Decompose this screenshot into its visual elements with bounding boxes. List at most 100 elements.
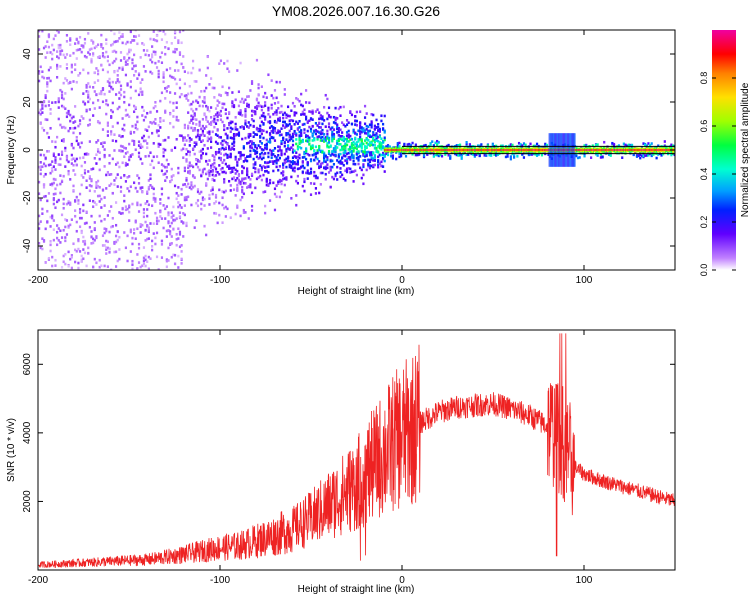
spectrogram-cell [359,135,362,139]
spectrogram-cell [198,168,201,172]
spectrogram-cell [78,48,82,51]
spectrogram-cell [355,152,358,156]
spectrogram-cell [80,50,83,54]
spectrogram-cell [155,216,159,220]
x-tick-label: 0 [399,575,405,586]
spectrogram-cell [278,130,281,133]
spectrogram-cell [534,146,537,149]
spectrogram-cell [38,70,41,73]
spectrogram-cell [78,132,82,135]
spectrogram-cell [74,105,77,108]
spectrogram-cell [663,145,666,149]
spectrogram-cell [155,39,159,43]
spectrogram-cell [237,112,241,115]
spectrogram-cell [47,104,51,107]
spectrogram-cell [308,110,311,113]
spectrogram-cell [608,149,611,151]
spectrogram-cell [54,156,57,159]
spectrogram-cell [254,112,257,116]
spectrogram-cell [193,141,196,144]
spectrogram-cell [432,149,434,151]
spectrogram-cell [111,50,114,53]
spectrogram-cell [314,152,318,155]
spectrogram-cell [524,143,527,147]
spectrogram-cell [56,224,59,227]
spectrogram-cell [139,265,142,269]
spectrogram-cell [344,169,347,173]
spectrogram-cell [363,129,367,132]
spectrogram-cell [250,80,254,83]
spectrogram-cell [108,161,111,165]
spectrogram-cell [200,133,203,137]
spectrogram-cell [557,133,560,167]
spectrogram-cell [352,170,355,173]
spectrogram-cell [308,172,311,175]
spectrogram-cell [98,194,101,198]
spectrogram-cell [332,153,336,157]
spectrogram-cell [370,125,373,129]
spectrogram-cell [146,224,149,228]
spectrogram-cell [422,149,425,151]
spectrogram-cell [191,165,195,169]
spectrogram-cell [521,149,524,151]
spectrogram-cell [205,233,208,237]
spectrogram-cell [298,138,301,142]
spectrogram-cell [116,79,119,83]
spectrogram-cell [196,165,200,169]
spectrogram-cell [96,150,100,153]
snr-frame [37,329,676,571]
spectrogram-cell [129,41,132,44]
spectrogram-cell [363,159,367,162]
spectrogram-cell [75,249,78,253]
spectrogram-cell [165,259,168,263]
spectrogram-cell [195,99,198,103]
spectrogram-cell [152,222,155,225]
spectrogram-cell [95,93,98,96]
spectrogram-cell [177,254,180,258]
spectrogram-cell [502,149,504,151]
spectrogram-cell [408,145,411,149]
spectrogram-cell [211,186,214,189]
spectrogram-cell [72,115,75,119]
spectrogram-cell [119,59,123,62]
spectrogram-cell [334,121,337,125]
spectrogram-cell [139,143,142,146]
spectrogram-cell [183,82,186,86]
spectrogram-cell [442,149,444,151]
spectrogram-cell [78,216,82,220]
spectrogram-cell [501,149,503,151]
spectrogram-cell [449,157,452,160]
spectrogram-cell [553,133,555,167]
spectrogram-cell [363,145,367,148]
spectrogram-cell [314,187,318,190]
spectrogram-cell [95,261,98,265]
spectrogram-cell [180,62,183,66]
spectrogram-cell [92,101,95,105]
spectrogram-cell [124,42,128,46]
spectrogram-cell [341,134,344,138]
spectrogram-cell [247,176,250,179]
spectrogram-cell [131,267,134,270]
spectrogram-cell [206,163,209,166]
spectrogram-cell [118,31,121,34]
spectrogram-cell [51,264,54,268]
spectrogram-cell [67,264,70,268]
spectrogram-cell [41,30,44,33]
spectrogram-cell [46,40,49,44]
spectrogram-cell [247,121,250,124]
spectrogram-cell [119,190,123,193]
spectrogram-cell [100,90,103,93]
spectrogram-cell [603,149,605,151]
spectrogram-cell [327,145,331,149]
spectrogram-cell [321,115,324,118]
spectrogram-cell [329,115,332,119]
spectrogram-cell [98,200,101,203]
spectrogram-cell [532,149,534,151]
spectrogram-cell [154,122,157,125]
spectrogram-cell [126,187,129,190]
spectrogram-cell [264,190,267,193]
spectrogram-cell [78,250,82,253]
spectrogram-cell [77,238,80,241]
spectrogram-cell [196,129,200,132]
spectrogram-cell [178,245,182,249]
